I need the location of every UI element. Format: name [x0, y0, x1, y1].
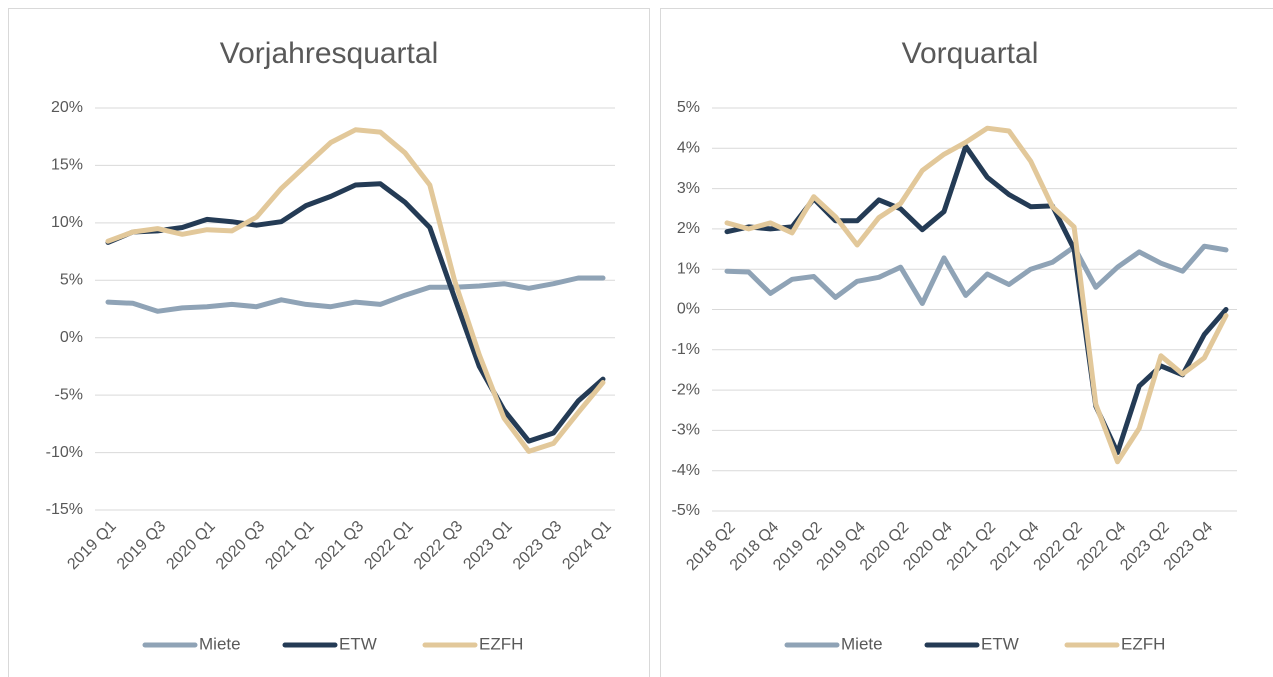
x-tick-label: 2019 Q1	[64, 518, 120, 574]
legend-label: EZFH	[479, 634, 523, 653]
y-tick-label: -3%	[672, 422, 700, 439]
legend-label: ETW	[981, 634, 1019, 653]
y-tick-label: -1%	[672, 341, 700, 358]
legend-label: Miete	[199, 634, 241, 653]
x-tick-label: 2019 Q3	[114, 518, 170, 574]
data-line	[105, 181, 606, 444]
y-tick-label: 5%	[60, 272, 83, 289]
y-tick-label: 3%	[677, 180, 700, 197]
y-tick-label: -15%	[46, 501, 83, 518]
panel-border	[660, 8, 1273, 677]
x-tick-label: 2024 Q1	[559, 518, 615, 574]
legend-label: ETW	[339, 634, 377, 653]
x-tick-label: 2020 Q1	[163, 518, 219, 574]
y-tick-label: 2%	[677, 220, 700, 237]
data-line	[724, 143, 1229, 456]
data-line	[724, 125, 1229, 465]
y-tick-label: -5%	[55, 386, 83, 403]
y-tick-label: -4%	[672, 462, 700, 479]
data-line	[105, 275, 606, 314]
y-tick-label: 20%	[51, 99, 83, 116]
panel-border	[8, 8, 650, 677]
chart-title: Vorquartal	[902, 37, 1039, 70]
y-tick-label: 4%	[677, 140, 700, 157]
y-tick-label: 0%	[677, 301, 700, 318]
y-tick-label: -2%	[672, 381, 700, 398]
x-tick-label: 2020 Q3	[213, 518, 269, 574]
x-tick-label: 2023 Q1	[460, 518, 516, 574]
data-line	[105, 127, 606, 454]
y-tick-label: 10%	[51, 214, 83, 231]
y-tick-label: 15%	[51, 157, 83, 174]
y-tick-label: 5%	[677, 99, 700, 116]
x-tick-label: 2021 Q3	[312, 518, 368, 574]
y-tick-label: 1%	[677, 260, 700, 277]
y-tick-label: -10%	[46, 444, 83, 461]
legend-label: EZFH	[1121, 634, 1165, 653]
x-tick-label: 2023 Q3	[510, 518, 566, 574]
x-tick-label: 2022 Q3	[411, 518, 467, 574]
x-tick-label: 2021 Q1	[262, 518, 318, 574]
x-tick-label: 2023 Q4	[1161, 519, 1217, 575]
data-line	[724, 243, 1229, 306]
legend-label: Miete	[841, 634, 883, 653]
y-tick-label: 0%	[60, 329, 83, 346]
x-tick-label: 2022 Q1	[361, 518, 417, 574]
y-tick-label: -5%	[672, 502, 700, 519]
chart-title: Vorjahresquartal	[220, 37, 438, 70]
